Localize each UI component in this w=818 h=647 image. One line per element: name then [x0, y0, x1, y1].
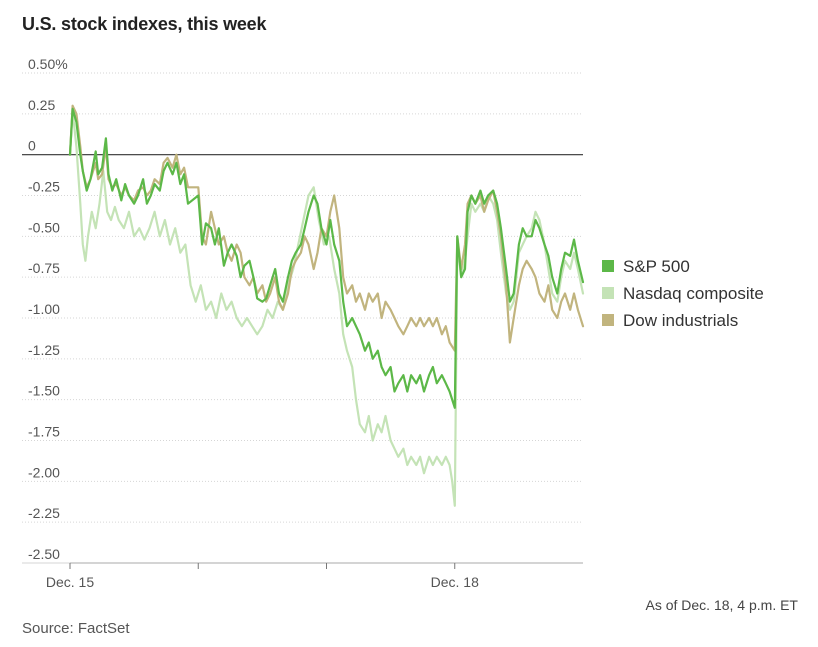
y-tick-label: -2.25: [28, 505, 60, 521]
y-tick-label: -2.00: [28, 464, 60, 480]
y-tick-label: -1.25: [28, 342, 60, 358]
source-credit: Source: FactSet: [22, 620, 130, 637]
y-tick-label: -0.25: [28, 179, 60, 195]
series-line-nasdaq-composite: [68, 109, 585, 507]
y-tick-label: -0.75: [28, 260, 60, 276]
legend-swatch: [602, 287, 614, 299]
legend-label: S&P 500: [623, 257, 690, 276]
series-line-dow-industrials: [68, 104, 585, 352]
y-tick-label: -1.50: [28, 383, 60, 399]
y-tick-label: -0.50: [28, 219, 60, 235]
x-tick-label: Dec. 18: [431, 574, 479, 590]
timestamp-note: As of Dec. 18, 4 p.m. ET: [645, 597, 798, 613]
y-tick-label: -2.50: [28, 546, 60, 562]
series-line-s-p-500: [68, 107, 585, 409]
y-tick-label: 0: [28, 138, 36, 154]
legend-swatch: [602, 260, 614, 272]
y-tick-label: 0.25: [28, 97, 55, 113]
legend-label: Dow industrials: [623, 311, 738, 330]
x-tick-label: Dec. 15: [46, 574, 94, 590]
chart-title: U.S. stock indexes, this week: [22, 14, 267, 34]
y-tick-label: -1.75: [28, 424, 60, 440]
legend-swatch: [602, 314, 614, 326]
y-tick-label: 0.50%: [28, 56, 68, 72]
legend-label: Nasdaq composite: [623, 284, 764, 303]
y-tick-label: -1.00: [28, 301, 60, 317]
